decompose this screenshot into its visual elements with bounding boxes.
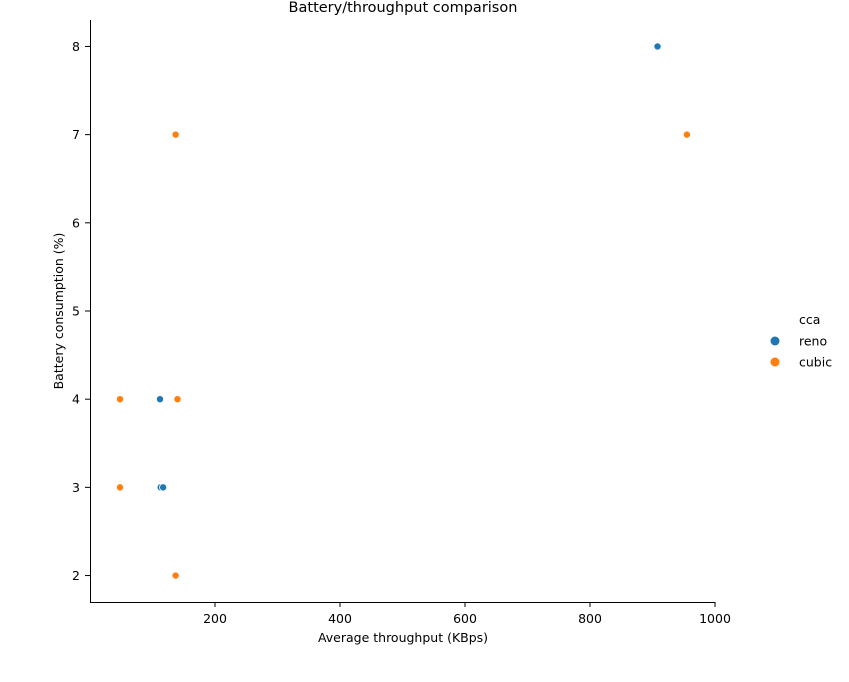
legend-marker-reno <box>770 336 780 346</box>
point-reno <box>653 42 662 51</box>
point-cubic <box>173 395 182 404</box>
legend-marker-cubic <box>770 357 780 367</box>
x-tick-label: 1000 <box>699 611 731 626</box>
y-tick-label: 3 <box>72 480 80 495</box>
y-tick-label: 2 <box>72 568 80 583</box>
y-tick-label: 7 <box>72 127 80 142</box>
x-tick-label: 600 <box>453 611 477 626</box>
y-tick-label: 5 <box>72 304 80 319</box>
x-axis-label: Average throughput (KBps) <box>318 630 488 645</box>
y-tick-label: 8 <box>72 39 80 54</box>
data-points <box>116 42 691 580</box>
y-axis-ticks: 2 3 4 5 6 7 8 <box>72 39 90 583</box>
legend-title: cca <box>799 312 820 327</box>
point-reno <box>159 483 168 492</box>
legend-label-reno: reno <box>799 334 827 349</box>
point-cubic <box>116 483 125 492</box>
x-axis-ticks: 200 400 600 800 1000 <box>203 602 731 626</box>
y-tick-label: 4 <box>72 392 80 407</box>
point-reno <box>155 395 164 404</box>
chart-title: Battery/throughput comparison <box>289 0 518 16</box>
x-tick-label: 400 <box>328 611 352 626</box>
x-tick-label: 200 <box>203 611 227 626</box>
point-cubic <box>116 395 125 404</box>
point-cubic <box>171 130 180 139</box>
point-cubic <box>171 571 180 580</box>
point-cubic <box>682 130 691 139</box>
y-axis-label: Battery consumption (%) <box>51 233 66 390</box>
legend-label-cubic: cubic <box>799 355 832 370</box>
y-tick-label: 6 <box>72 215 80 230</box>
x-tick-label: 800 <box>578 611 602 626</box>
legend: cca reno cubic <box>770 312 832 370</box>
